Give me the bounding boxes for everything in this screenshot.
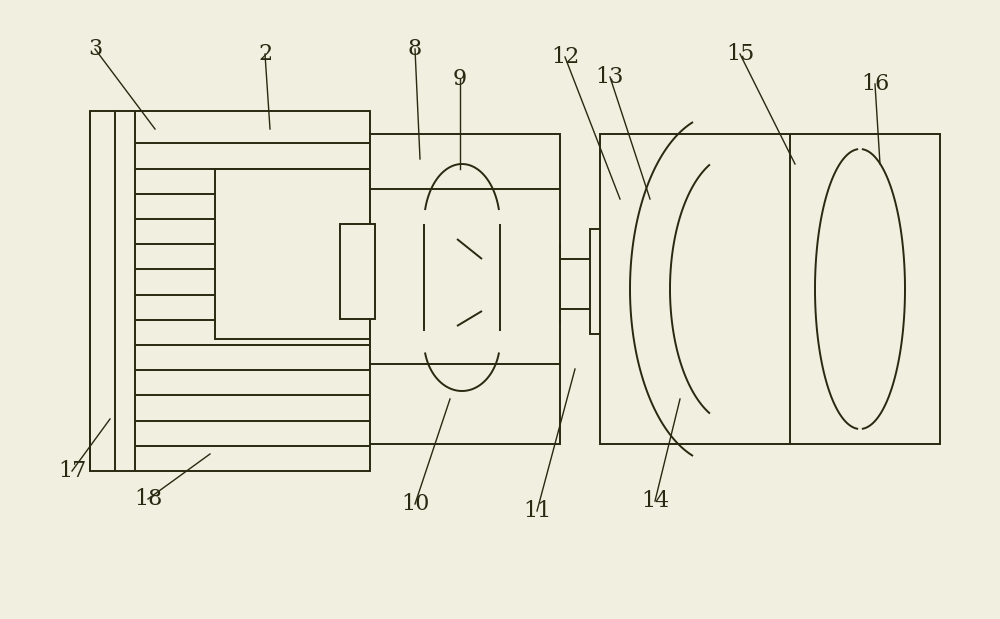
Bar [215, 169, 370, 339]
Text: 18: 18 [134, 488, 162, 510]
Text: 11: 11 [523, 500, 551, 522]
Bar [590, 229, 655, 334]
Text: 8: 8 [408, 38, 422, 60]
Text: 14: 14 [641, 490, 669, 512]
Bar [90, 111, 370, 471]
Text: 9: 9 [453, 68, 467, 90]
Text: 12: 12 [551, 46, 579, 68]
Text: 3: 3 [88, 38, 102, 60]
Text: 10: 10 [401, 493, 429, 515]
Text: 15: 15 [726, 43, 754, 65]
Text: 2: 2 [258, 43, 272, 65]
Bar [600, 134, 940, 444]
Bar [340, 224, 375, 319]
Bar [640, 249, 685, 319]
Text: 13: 13 [596, 66, 624, 88]
Bar [370, 134, 560, 444]
Text: 17: 17 [58, 460, 86, 482]
Text: 16: 16 [861, 73, 889, 95]
